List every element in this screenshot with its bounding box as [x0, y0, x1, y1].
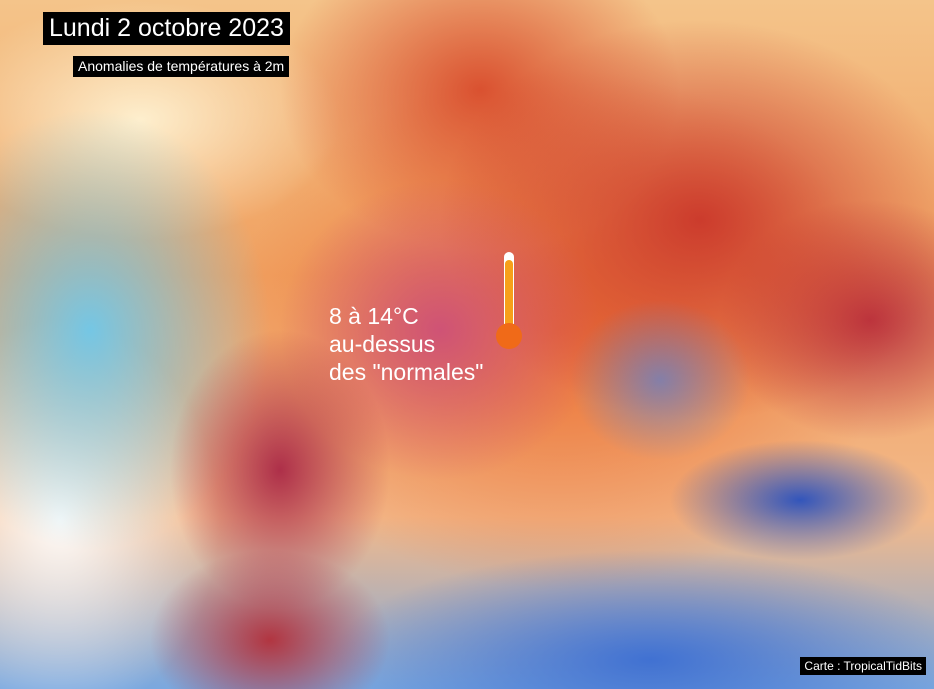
- map-credit: Carte : TropicalTidBits: [800, 657, 926, 675]
- annotation-line-1: 8 à 14°C: [329, 303, 419, 329]
- map-subtitle: Anomalies de températures à 2m: [73, 56, 290, 77]
- annotation-line-2: au-dessus: [329, 331, 436, 357]
- thermometer-icon: [496, 252, 522, 349]
- anomaly-annotation: 8 à 14°C au-dessus des "normales": [329, 302, 483, 386]
- annotation-line-3: des "normales": [329, 359, 484, 385]
- map-title: Lundi 2 octobre 2023: [43, 12, 290, 45]
